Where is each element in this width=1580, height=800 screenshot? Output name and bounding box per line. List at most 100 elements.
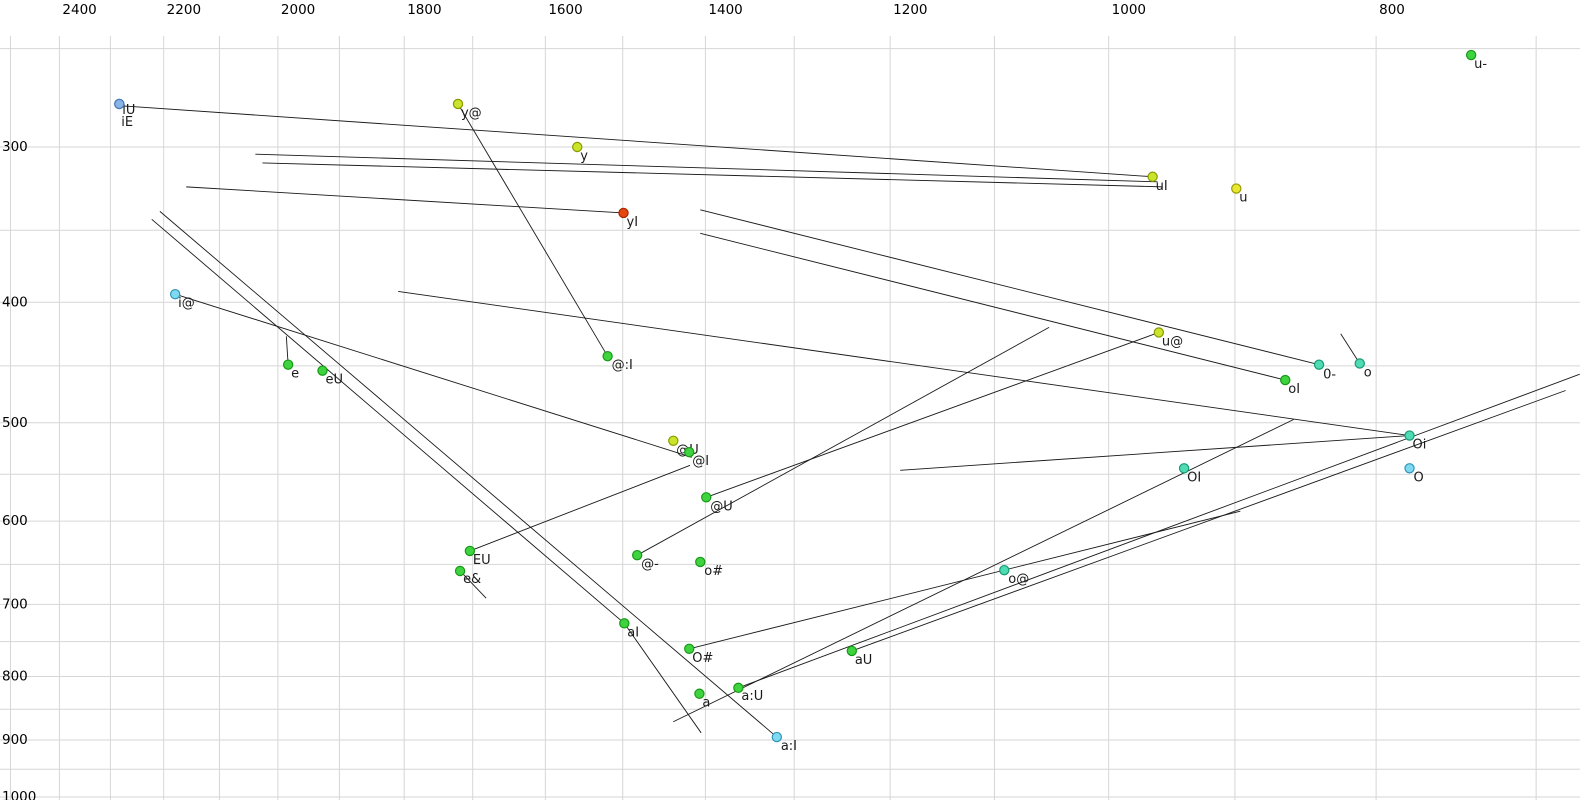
data-point-OI[interactable] — [1178, 463, 1190, 474]
data-point-label: 0- — [1323, 368, 1336, 383]
data-point-label: o — [1364, 365, 1372, 380]
data-point-label: OI — [1187, 470, 1201, 485]
data-point-label: O — [1414, 470, 1424, 485]
y-axis-tick-label: 600 — [2, 513, 28, 529]
data-point-y_[interactable] — [452, 98, 464, 110]
data-point-oI[interactable] — [1280, 374, 1291, 386]
data-point-a_I[interactable] — [771, 731, 783, 743]
data-point-_I[interactable] — [684, 446, 695, 458]
data-point-eU[interactable] — [317, 365, 328, 376]
y-axis-tick-label: 800 — [2, 668, 28, 684]
data-point-yI[interactable] — [618, 207, 629, 219]
data-point-i_[interactable] — [169, 288, 181, 300]
data-point-label: EU — [473, 553, 491, 568]
trajectory-line — [900, 435, 1410, 471]
trajectory-line — [186, 186, 624, 214]
trajectory-line — [122, 105, 1153, 178]
data-point-label: uI — [1156, 179, 1168, 194]
data-point-e_[interactable] — [454, 565, 466, 577]
x-axis-tick-label: 1200 — [893, 2, 927, 18]
trajectory-line — [159, 211, 778, 738]
data-point-e[interactable] — [282, 359, 294, 370]
trajectory-line — [459, 570, 487, 599]
x-axis-tick-label: 2400 — [62, 2, 96, 18]
data-point-a[interactable] — [694, 688, 705, 699]
data-point-__[interactable] — [631, 549, 643, 561]
data-point-label: @- — [641, 557, 659, 572]
data-point-Oi[interactable] — [1404, 430, 1415, 441]
trajectory-line — [700, 209, 1320, 366]
trajectory-line — [636, 326, 1050, 556]
data-point-u_[interactable] — [1465, 49, 1477, 61]
data-point-label: y — [580, 149, 588, 164]
x-axis-tick-label: 1600 — [548, 2, 582, 18]
y-axis-tick-label: 700 — [2, 596, 28, 612]
trajectory-line — [457, 103, 609, 357]
y-axis-tick-label: 900 — [2, 732, 28, 748]
trajectory-line — [151, 218, 625, 624]
data-point-label: @:I — [612, 358, 633, 373]
trajectory-line — [673, 419, 1294, 723]
data-point-label: a:U — [741, 689, 763, 704]
data-point-label: yI — [627, 215, 639, 230]
data-point-label: Oi — [1413, 438, 1427, 453]
data-point-O_[interactable] — [684, 643, 695, 654]
data-point-o_[interactable] — [695, 556, 706, 568]
trajectory-line — [706, 332, 1159, 498]
data-point-iE[interactable] — [114, 98, 125, 110]
data-point-label: u — [1239, 191, 1247, 206]
data-point-0_[interactable] — [1313, 359, 1325, 370]
data-point-label: iE — [121, 115, 133, 130]
data-point-u_[interactable] — [1153, 327, 1165, 338]
data-point-_U[interactable] — [701, 492, 712, 503]
trajectory-line — [469, 464, 691, 552]
data-point-label: eU — [325, 373, 343, 388]
data-point-label: a — [702, 696, 710, 711]
data-point-label: @U — [710, 499, 733, 514]
y-axis-tick-label: 500 — [2, 415, 28, 431]
trajectory-line — [175, 293, 692, 458]
data-point-EU[interactable] — [464, 545, 476, 557]
data-point-label: iU — [122, 103, 135, 118]
data-point-__I[interactable] — [602, 350, 613, 362]
data-point-label: e& — [463, 572, 481, 587]
data-point-label: O# — [692, 651, 713, 666]
data-point-label: oI — [1288, 382, 1300, 397]
y-axis-tick-label: 400 — [2, 294, 28, 310]
x-axis-tick-label: 2000 — [281, 2, 315, 18]
trajectory-line — [700, 232, 1286, 381]
trajectory-line — [398, 290, 1410, 437]
y-axis-tick-label: 1000 — [2, 789, 36, 800]
trajectory-line — [738, 373, 1580, 689]
data-point-y[interactable] — [572, 141, 583, 153]
data-point-label: @I — [692, 454, 709, 469]
data-point-label: i@ — [178, 296, 195, 311]
data-point-u[interactable] — [1231, 183, 1242, 194]
data-point-aI[interactable] — [619, 618, 630, 629]
data-point-label: o@ — [1008, 572, 1029, 587]
x-axis-tick-label: 1400 — [708, 2, 742, 18]
trajectory-line — [255, 153, 1158, 183]
data-point-O[interactable] — [1404, 463, 1415, 474]
data-point-label: u@ — [1162, 334, 1183, 349]
trajectory-line — [851, 390, 1566, 652]
data-point-uI[interactable] — [1147, 171, 1158, 182]
data-point-aU[interactable] — [846, 645, 858, 657]
y-axis-tick-label: 300 — [2, 139, 28, 155]
x-axis-tick-label: 800 — [1379, 2, 1405, 18]
data-point-o[interactable] — [1354, 358, 1365, 369]
x-axis-tick-label: 1000 — [1112, 2, 1146, 18]
data-point-label: u- — [1474, 57, 1487, 72]
data-point-label: a:I — [781, 739, 797, 754]
data-point-o_[interactable] — [999, 564, 1010, 576]
data-point-a_U[interactable] — [733, 682, 744, 694]
data-point-label: aU — [855, 653, 872, 668]
data-point-_U[interactable] — [668, 435, 679, 447]
data-point-label: y@ — [461, 106, 482, 121]
x-axis-tick-label: 2200 — [167, 2, 201, 18]
trajectory-line — [1340, 333, 1361, 364]
trajectory-line — [262, 162, 1163, 188]
data-point-label: aI — [627, 625, 639, 640]
